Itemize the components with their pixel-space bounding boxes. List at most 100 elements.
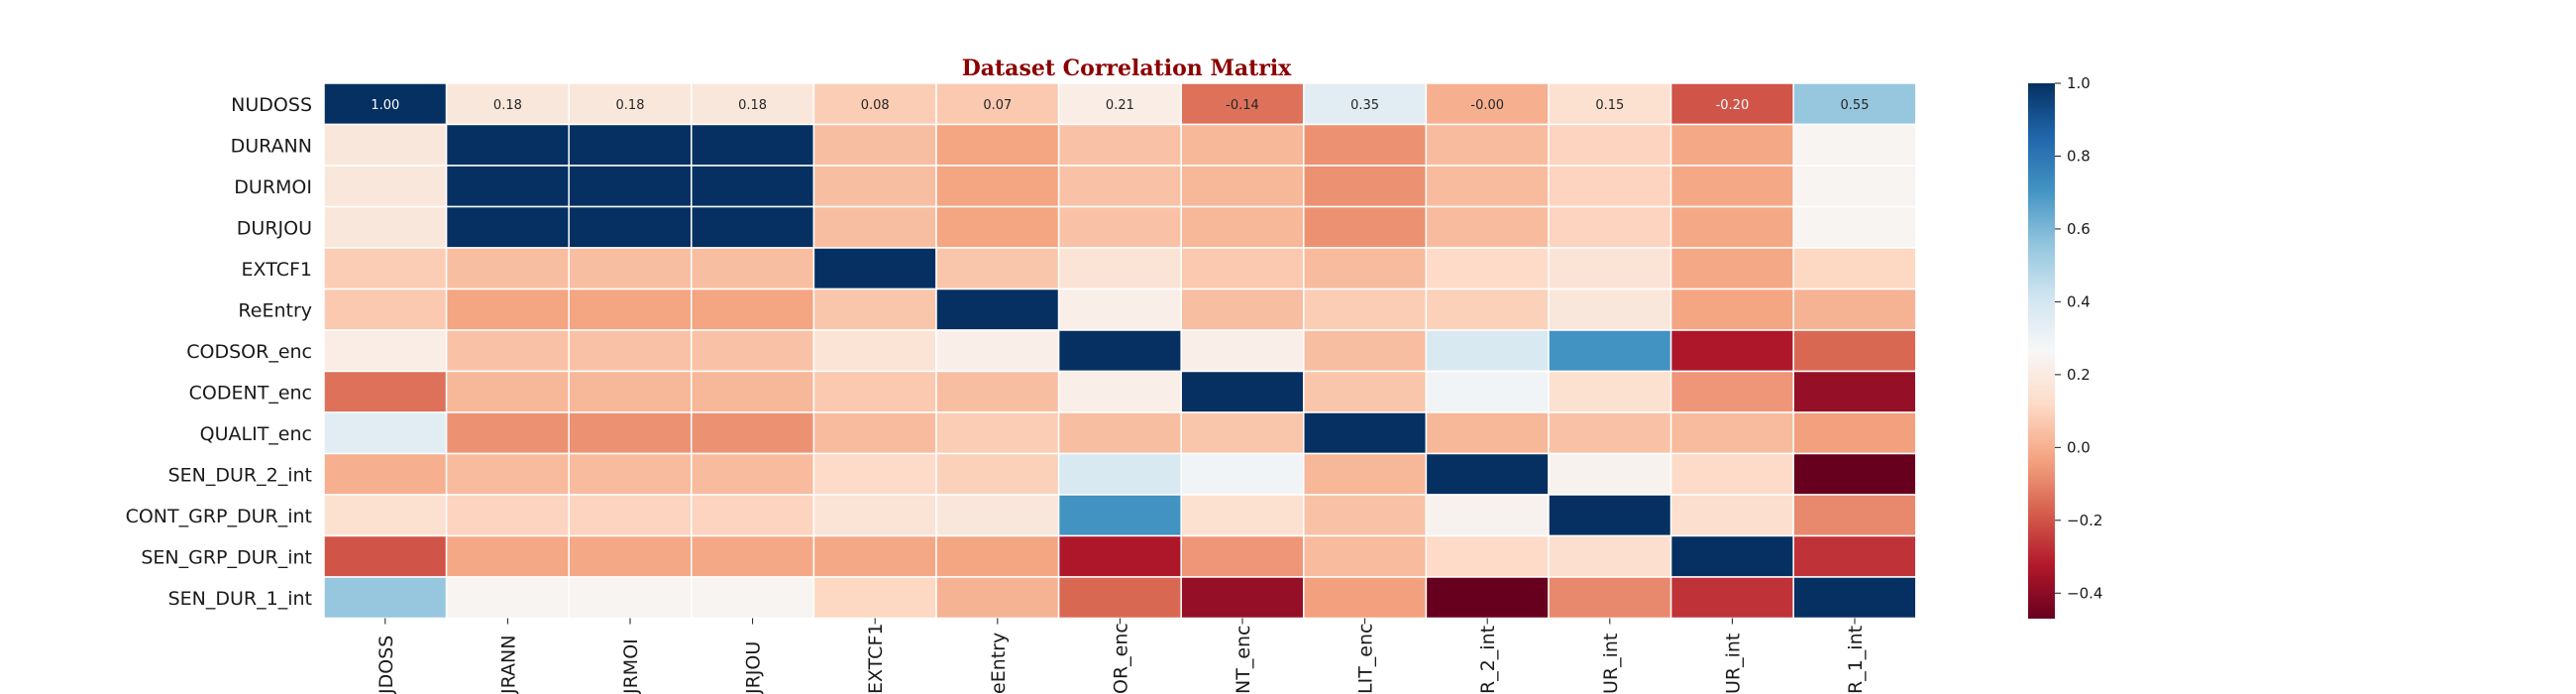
heatmap-cell xyxy=(1303,247,1428,290)
heatmap-cell xyxy=(691,123,815,167)
heatmap-cells xyxy=(323,82,1917,620)
heatmap-cell xyxy=(1425,534,1550,578)
heatmap-cell xyxy=(812,411,937,455)
heatmap-cell xyxy=(1180,329,1305,373)
row-label: EXTCF1 xyxy=(242,259,312,281)
heatmap-cell xyxy=(1669,534,1794,578)
heatmap-cell xyxy=(812,247,937,290)
heatmap-cell xyxy=(1303,494,1428,537)
heatmap-cell xyxy=(323,494,448,537)
heatmap-cell xyxy=(1425,82,1550,126)
heatmap-cell xyxy=(812,123,937,167)
heatmap-cell xyxy=(1180,452,1305,496)
heatmap-cell xyxy=(323,576,448,620)
cell-annotation: 0.18 xyxy=(738,98,767,113)
colorbar-tick-label: −0.4 xyxy=(2067,584,2102,602)
heatmap-cell xyxy=(1792,370,1917,413)
heatmap-cell xyxy=(1548,411,1672,455)
heatmap-cell xyxy=(1303,576,1428,620)
heatmap-cell xyxy=(1669,370,1794,413)
heatmap-cell xyxy=(1425,288,1550,331)
heatmap-cell xyxy=(1180,247,1305,290)
heatmap-cell xyxy=(1425,165,1550,208)
heatmap-cell xyxy=(935,494,1060,537)
column-label: UR_int xyxy=(1600,634,1622,694)
heatmap-cell xyxy=(323,123,448,167)
cell-annotation: -0.14 xyxy=(1226,98,1259,113)
heatmap-cell xyxy=(1548,370,1672,413)
heatmap-cell xyxy=(1057,205,1182,249)
heatmap-cell xyxy=(691,494,815,537)
heatmap-cell xyxy=(935,452,1060,496)
heatmap-cell xyxy=(1057,576,1182,620)
chart-title: Dataset Correlation Matrix xyxy=(962,56,1292,81)
row-label: SEN_GRP_DUR_int xyxy=(141,546,312,568)
cell-annotation: 1.00 xyxy=(371,98,399,113)
heatmap-cell xyxy=(1180,82,1305,126)
heatmap-cell xyxy=(445,82,570,126)
heatmap-cell xyxy=(1303,452,1428,496)
heatmap-cell xyxy=(323,452,448,496)
heatmap-cell xyxy=(1057,288,1182,331)
heatmap-cell xyxy=(1180,205,1305,249)
heatmap-cell xyxy=(1792,165,1917,208)
column-label: eEntry xyxy=(988,633,1010,694)
heatmap-cell xyxy=(323,247,448,290)
heatmap-cell xyxy=(691,452,815,496)
heatmap-cell xyxy=(1303,370,1428,413)
heatmap-cell xyxy=(445,288,570,331)
heatmap-cell xyxy=(935,329,1060,373)
heatmap-cell xyxy=(935,123,1060,167)
column-label: R_2_int xyxy=(1477,626,1499,694)
colorbar-tick-label: 0.2 xyxy=(2067,366,2091,384)
heatmap-cell xyxy=(812,165,937,208)
heatmap-cell xyxy=(691,370,815,413)
heatmap-cell xyxy=(1180,576,1305,620)
heatmap-cell xyxy=(445,165,570,208)
heatmap-cell xyxy=(1303,123,1428,167)
cell-annotation: 0.55 xyxy=(1841,98,1870,113)
colorbar-tick-label: 0.4 xyxy=(2067,292,2091,310)
heatmap-cell xyxy=(323,205,448,249)
column-label: UR_int xyxy=(1722,634,1744,694)
heatmap-cell xyxy=(1669,411,1794,455)
heatmap-cell xyxy=(1303,411,1428,455)
heatmap-cell xyxy=(445,576,570,620)
heatmap-cell xyxy=(812,329,937,373)
heatmap-cell xyxy=(1669,576,1794,620)
row-label: QUALIT_enc xyxy=(200,423,312,445)
heatmap-cell xyxy=(568,452,693,496)
column-label: JDOSS xyxy=(376,636,397,694)
heatmap-cell xyxy=(691,534,815,578)
heatmap-cell xyxy=(1792,123,1917,167)
heatmap-cell xyxy=(568,576,693,620)
heatmap-cell xyxy=(691,411,815,455)
heatmap-cell xyxy=(445,205,570,249)
row-label: CONT_GRP_DUR_int xyxy=(126,506,312,527)
column-label: EXTCF1 xyxy=(865,624,887,694)
heatmap-cell xyxy=(445,534,570,578)
heatmap-cell xyxy=(1792,452,1917,496)
cell-annotation: 0.35 xyxy=(1350,98,1379,113)
heatmap-cell xyxy=(1180,494,1305,537)
heatmap-cell xyxy=(935,82,1060,126)
row-label: CODSOR_enc xyxy=(186,341,312,363)
heatmap-cell xyxy=(323,165,448,208)
heatmap-cell xyxy=(1548,123,1672,167)
heatmap-cell xyxy=(1425,205,1550,249)
heatmap-cell xyxy=(691,205,815,249)
row-labels: NUDOSS DURANN DURMOI DURJOU EXTCF1 ReEntry COD… xyxy=(126,94,312,610)
heatmap-cell xyxy=(568,288,693,331)
heatmap-cell xyxy=(1792,288,1917,331)
heatmap-cell xyxy=(935,370,1060,413)
heatmap-cell xyxy=(1425,123,1550,167)
heatmap-cell xyxy=(812,452,937,496)
colorbar-tick-label: −0.2 xyxy=(2067,512,2102,529)
heatmap-cell xyxy=(1669,165,1794,208)
heatmap-cell xyxy=(935,247,1060,290)
heatmap-cell xyxy=(1425,247,1550,290)
heatmap-cell xyxy=(1180,165,1305,208)
heatmap-annotations: 1.00 0.18 0.18 0.18 0.08 0.07 0.21 -0.14 0.35 -0.… xyxy=(371,98,1869,113)
heatmap-cell xyxy=(323,329,448,373)
